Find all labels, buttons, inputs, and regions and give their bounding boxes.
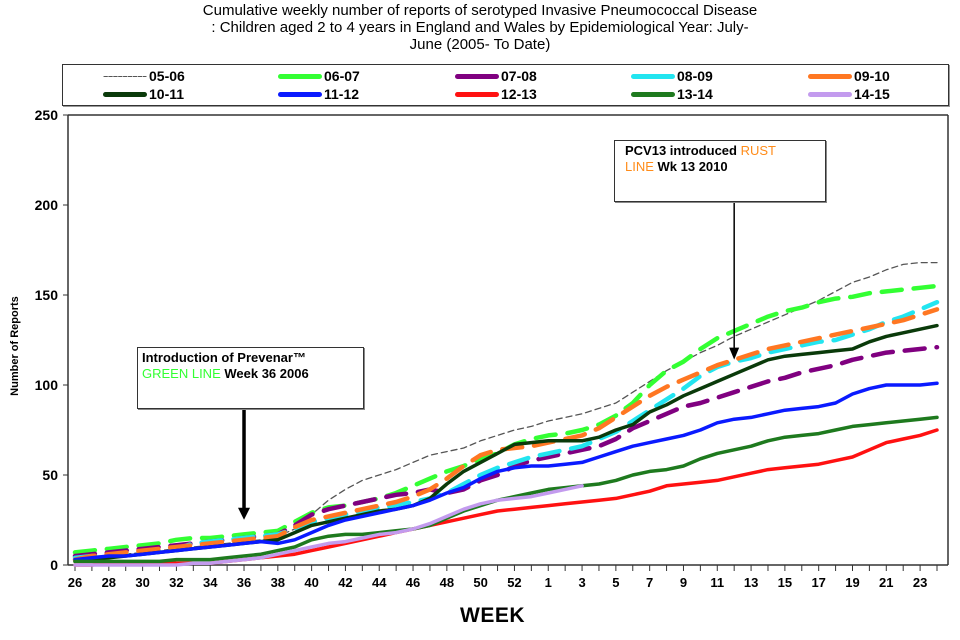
annotation-pcv13: PCV13 introduced RUST LINE Wk 13 2010	[614, 140, 826, 202]
legend-label: 07-08	[501, 68, 537, 84]
legend-swatch	[103, 91, 147, 97]
x-tick-label: 11	[710, 575, 724, 590]
annotation-pcv13-prefix: PCV13 introduced	[625, 143, 741, 158]
legend-swatch	[103, 75, 147, 77]
legend-item-11-12: 11-12	[278, 85, 359, 103]
x-tick-label: 36	[237, 575, 251, 590]
annotation-prevenar-colored: GREEN LINE	[142, 366, 221, 381]
annotation-pcv13-line1: PCV13 introduced RUST	[625, 143, 821, 159]
legend-item-08-09: 08-09	[631, 67, 713, 85]
annotation-arrow-head-prevenar	[238, 507, 251, 520]
x-tick-label: 3	[578, 575, 585, 590]
legend-label: 09-10	[854, 68, 890, 84]
x-tick-label: 48	[440, 575, 454, 590]
x-tick-label: 21	[879, 575, 893, 590]
x-tick-label: 13	[744, 575, 758, 590]
legend: 05-06 06-07 07-08 08-09 09-10 10-11 11-12 12-13…	[62, 64, 949, 106]
legend-swatch	[455, 91, 499, 97]
legend-label: 14-15	[854, 86, 890, 102]
y-tick-label: 0	[50, 557, 58, 573]
chart-title: Cumulative weekly number of reports of s…	[100, 2, 860, 53]
annotation-pcv13-colored1: RUST	[740, 143, 776, 158]
legend-swatch	[808, 73, 852, 79]
legend-item-12-13: 12-13	[455, 85, 537, 103]
x-tick-label: 26	[68, 575, 82, 590]
legend-label: 11-12	[324, 86, 360, 102]
x-tick-label: 19	[845, 575, 859, 590]
legend-item-07-08: 07-08	[455, 67, 537, 85]
annotation-prevenar-line2: GREEN LINE Week 36 2006	[142, 366, 359, 382]
x-tick-label: 7	[646, 575, 653, 590]
legend-label: 13-14	[677, 86, 713, 102]
y-tick-label: 50	[42, 467, 58, 483]
legend-item-05-06: 05-06	[103, 67, 185, 85]
annotation-prevenar-line1: Introduction of Prevenar™	[142, 350, 306, 365]
title-line-2: : Children aged 2 to 4 years in England …	[211, 19, 749, 36]
y-tick-label: 200	[35, 197, 59, 213]
legend-label: 10-11	[149, 86, 185, 102]
x-tick-label: 23	[913, 575, 927, 590]
legend-swatch	[631, 91, 675, 97]
x-tick-label: 9	[680, 575, 687, 590]
legend-label: 05-06	[149, 68, 185, 84]
legend-swatch	[808, 91, 852, 97]
x-tick-label: 38	[271, 575, 285, 590]
x-axis-label: WEEK	[460, 604, 525, 627]
x-tick-label: 5	[612, 575, 619, 590]
title-line-3: June (2005- To Date)	[409, 36, 551, 53]
series-line-06-07	[72, 283, 940, 555]
title-line-1: Cumulative weekly number of reports of s…	[202, 2, 758, 19]
annotation-pcv13-line2: LINE Wk 13 2010	[625, 159, 821, 175]
legend-item-10-11: 10-11	[103, 85, 184, 103]
legend-label: 12-13	[501, 86, 537, 102]
series-line-11-12	[73, 381, 939, 562]
x-tick-label: 32	[169, 575, 183, 590]
y-axis-label: Number of Reports	[9, 296, 21, 396]
legend-swatch	[278, 73, 322, 79]
y-tick-label: 150	[35, 287, 59, 303]
y-tick-label: 100	[35, 377, 59, 393]
legend-item-06-07: 06-07	[278, 67, 360, 85]
legend-swatch	[455, 73, 499, 79]
legend-item-14-15: 14-15	[808, 85, 890, 103]
legend-swatch	[278, 91, 322, 97]
x-tick-label: 42	[338, 575, 352, 590]
x-tick-label: 34	[203, 575, 218, 590]
x-tick-label: 52	[507, 575, 521, 590]
annotation-pcv13-colored2: LINE	[625, 159, 654, 174]
legend-label: 08-09	[677, 68, 713, 84]
annotation-arrow-head-pcv13	[729, 347, 740, 360]
annotation-prevenar-rest: Week 36 2006	[220, 366, 309, 381]
x-tick-label: 28	[102, 575, 116, 590]
annotation-prevenar: Introduction of Prevenar™ GREEN LINE Wee…	[137, 347, 364, 409]
annotation-pcv13-rest: Wk 13 2010	[653, 159, 728, 174]
x-tick-label: 40	[304, 575, 318, 590]
x-tick-label: 46	[406, 575, 420, 590]
x-tick-label: 17	[811, 575, 825, 590]
legend-label: 06-07	[324, 68, 360, 84]
x-tick-label: 44	[372, 575, 387, 590]
x-tick-label: 30	[135, 575, 149, 590]
legend-swatch	[631, 73, 675, 79]
y-tick-label: 250	[35, 107, 59, 123]
x-tick-label: 1	[545, 575, 552, 590]
series-line-14-15	[73, 484, 584, 567]
legend-item-13-14: 13-14	[631, 85, 713, 103]
legend-item-09-10: 09-10	[808, 67, 890, 85]
x-tick-label: 50	[473, 575, 487, 590]
x-tick-label: 15	[778, 575, 792, 590]
